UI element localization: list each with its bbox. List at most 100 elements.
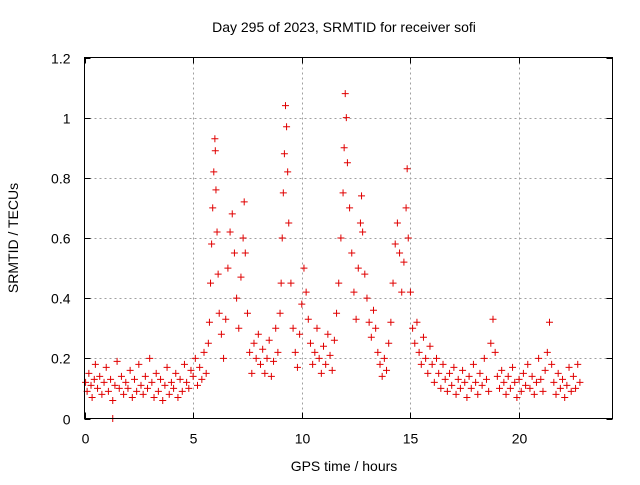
chart-title: Day 295 of 2023, SRMTID for receiver sof… — [212, 19, 476, 35]
data-point — [406, 288, 414, 296]
y-tick-label: 0.2 — [51, 351, 71, 367]
data-point — [209, 204, 217, 212]
data-point — [202, 369, 210, 377]
y-axis-label: SRMTID / TECUs — [5, 183, 21, 293]
data-point — [167, 378, 175, 386]
data-point — [430, 378, 438, 386]
data-point — [398, 288, 406, 296]
data-point — [467, 384, 475, 392]
data-point — [130, 375, 138, 383]
data-point — [88, 393, 96, 401]
data-point — [530, 390, 538, 398]
data-point — [435, 369, 443, 377]
data-point — [189, 372, 197, 380]
data-point — [180, 360, 188, 368]
data-point — [340, 144, 348, 152]
data-point — [224, 264, 232, 272]
data-point — [230, 249, 238, 257]
data-point — [554, 369, 562, 377]
data-point — [502, 390, 510, 398]
data-point — [98, 390, 106, 398]
data-point — [193, 381, 201, 389]
data-point — [284, 168, 292, 176]
data-point — [400, 258, 408, 266]
data-point — [217, 330, 225, 338]
data-point — [259, 345, 267, 353]
data-point — [311, 348, 319, 356]
data-point — [279, 189, 287, 197]
data-point — [287, 279, 295, 287]
data-point — [559, 375, 567, 383]
data-point — [302, 288, 310, 296]
data-point — [500, 378, 508, 386]
data-point — [183, 378, 191, 386]
data-point — [526, 384, 534, 392]
data-point — [489, 315, 497, 323]
data-point — [115, 384, 123, 392]
x-tick-label: 0 — [82, 431, 90, 447]
data-point — [487, 339, 495, 347]
data-point — [212, 186, 220, 194]
data-point — [537, 375, 545, 383]
data-point — [372, 324, 380, 332]
data-point — [415, 348, 423, 356]
data-point — [270, 357, 278, 365]
data-point — [456, 384, 464, 392]
data-point — [472, 378, 480, 386]
data-point — [426, 342, 434, 350]
data-point — [396, 249, 404, 257]
data-point — [126, 366, 134, 374]
data-point — [524, 360, 532, 368]
data-point — [346, 204, 354, 212]
data-point — [163, 363, 171, 371]
data-point — [443, 387, 451, 395]
data-point — [543, 348, 551, 356]
data-point — [240, 198, 248, 206]
data-point — [133, 387, 141, 395]
data-point — [161, 381, 169, 389]
data-point — [233, 294, 241, 302]
data-point — [261, 369, 269, 377]
data-point — [239, 234, 247, 242]
data-point — [572, 384, 580, 392]
data-point — [333, 309, 341, 317]
data-point — [191, 354, 199, 362]
data-point — [137, 381, 145, 389]
data-point — [198, 375, 206, 383]
data-point — [380, 354, 388, 362]
y-tick-label: 0 — [63, 412, 71, 428]
data-point — [424, 369, 432, 377]
data-point — [446, 369, 454, 377]
data-point — [226, 228, 234, 236]
data-point — [185, 384, 193, 392]
data-point — [485, 387, 493, 395]
data-point — [296, 330, 304, 338]
data-point — [348, 249, 356, 257]
data-point — [561, 393, 569, 401]
data-point — [174, 393, 182, 401]
data-point — [545, 318, 553, 326]
data-point — [419, 333, 427, 341]
data-point — [87, 381, 95, 389]
data-point — [428, 360, 436, 368]
data-point — [82, 378, 90, 386]
data-point — [211, 147, 219, 155]
data-point — [496, 384, 504, 392]
data-point — [322, 360, 330, 368]
data-point — [469, 360, 477, 368]
data-point — [461, 378, 469, 386]
data-point — [389, 279, 397, 287]
data-point — [491, 348, 499, 356]
data-point — [254, 330, 262, 338]
data-point — [342, 114, 350, 122]
data-point — [200, 348, 208, 356]
data-point — [513, 393, 521, 401]
data-point — [541, 366, 549, 374]
data-point — [504, 372, 512, 380]
data-point — [422, 354, 430, 362]
data-point — [178, 387, 186, 395]
data-point — [91, 360, 99, 368]
data-point — [326, 351, 334, 359]
data-point — [387, 318, 395, 326]
